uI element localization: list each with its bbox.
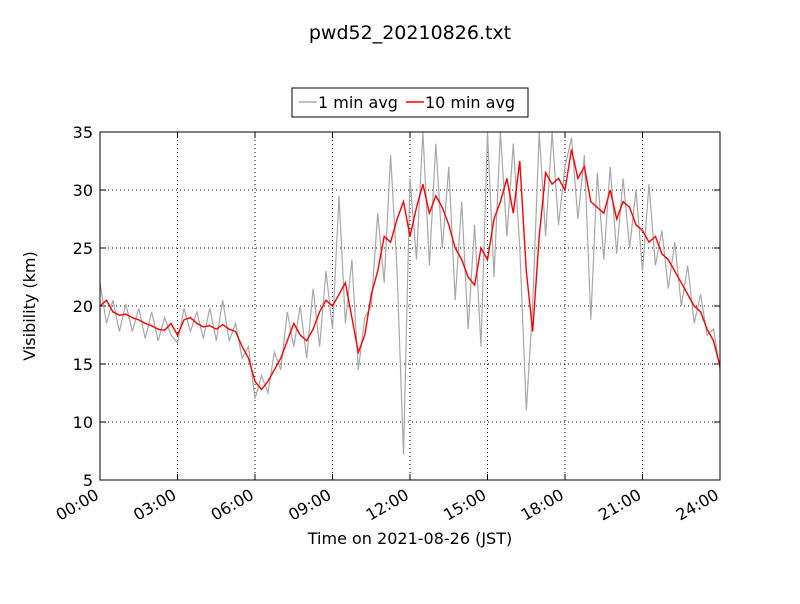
y-tick-label: 15 <box>73 355 93 374</box>
y-tick-label: 35 <box>73 123 93 142</box>
series-line <box>99 131 721 455</box>
y-tick-label: 30 <box>73 181 93 200</box>
plot-frame <box>99 131 721 481</box>
y-tick-label: 5 <box>83 471 93 490</box>
x-tick-label: 03:00 <box>130 485 179 525</box>
y-tick-label: 20 <box>73 297 93 316</box>
x-tick-label: 18:00 <box>518 485 567 525</box>
x-tick-label: 09:00 <box>285 485 334 525</box>
series-line <box>99 149 721 391</box>
legend: 1 min avg 10 min avg <box>291 87 529 118</box>
x-tick-label: 00:00 <box>53 485 102 525</box>
y-tick-label: 25 <box>73 239 93 258</box>
y-axis-label: Visibility (km) <box>20 251 39 360</box>
legend-label: 1 min avg <box>318 93 398 112</box>
legend-box <box>291 87 529 118</box>
x-tick-label: 06:00 <box>208 485 257 525</box>
x-tick-label: 24:00 <box>673 485 722 525</box>
chart-title: pwd52_20210826.txt <box>309 22 511 44</box>
x-tick-label: 21:00 <box>595 485 644 525</box>
legend-label: 10 min avg <box>425 93 515 112</box>
x-tick-label: 12:00 <box>363 485 412 525</box>
x-axis-label: Time on 2021-08-26 (JST) <box>307 529 512 548</box>
y-tick-label: 10 <box>73 413 93 432</box>
x-tick-label: 15:00 <box>440 485 489 525</box>
